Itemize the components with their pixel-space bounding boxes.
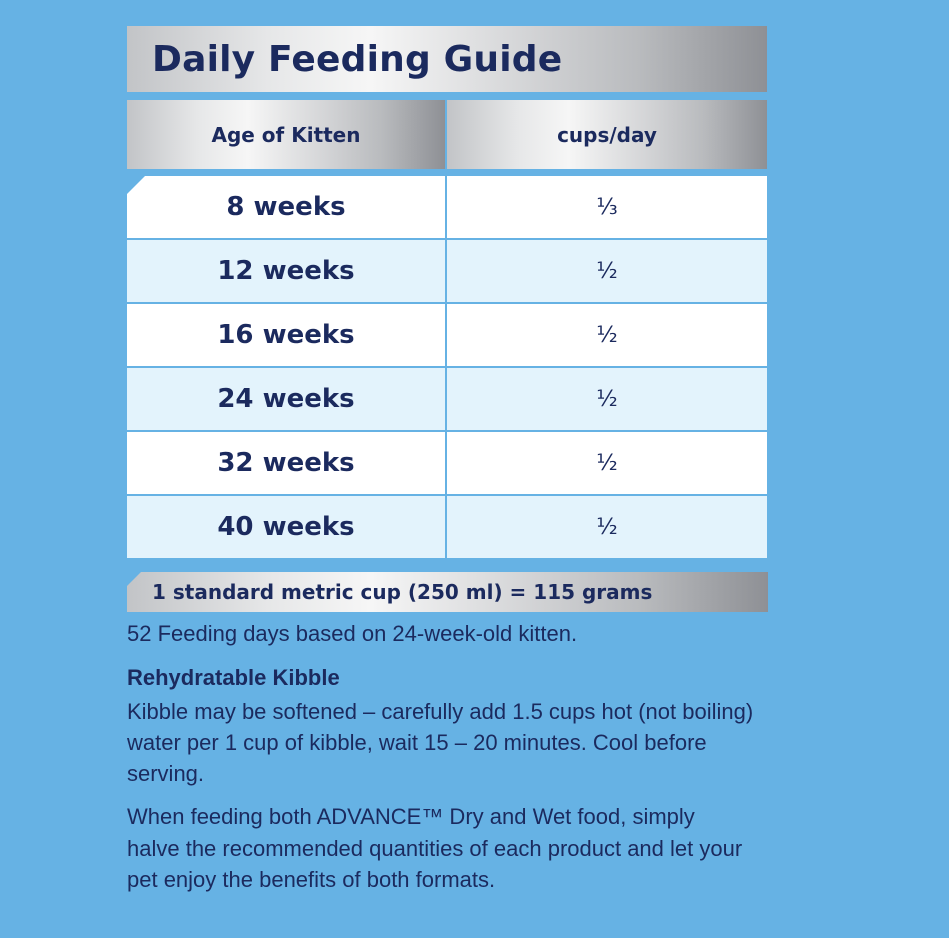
cups-cell: ½	[447, 368, 767, 430]
table-body: 8 weeks ⅓ 12 weeks ½ 16 weeks ½ 24 weeks…	[127, 176, 767, 558]
age-cell: 16 weeks	[127, 304, 445, 366]
age-cell: 40 weeks	[127, 496, 445, 558]
cups-cell: ½	[447, 496, 767, 558]
page-title: Daily Feeding Guide	[152, 38, 563, 80]
title-banner: Daily Feeding Guide	[127, 26, 767, 92]
cups-cell: ½	[447, 240, 767, 302]
cups-cell: ⅓	[447, 176, 767, 238]
feeding-table: Age of Kitten cups/day 8 weeks ⅓ 12 week…	[127, 100, 767, 558]
age-cell: 32 weeks	[127, 432, 445, 494]
age-cell: 24 weeks	[127, 368, 445, 430]
header-cups-per-day: cups/day	[447, 100, 767, 169]
table-row: 12 weeks ½	[127, 240, 767, 302]
cups-cell: ½	[447, 432, 767, 494]
table-row: 24 weeks ½	[127, 368, 767, 430]
feeding-days-note: 52 Feeding days based on 24-week-old kit…	[127, 621, 578, 646]
kibble-instructions: Kibble may be softened – carefully add 1…	[127, 699, 754, 786]
dry-and-wet-note: When feeding both ADVANCE™ Dry and Wet f…	[127, 804, 743, 892]
table-row: 40 weeks ½	[127, 496, 767, 558]
table-header-row: Age of Kitten cups/day	[127, 100, 767, 169]
cup-conversion-note: 1 standard metric cup (250 ml) = 115 gra…	[127, 572, 768, 612]
age-cell: 12 weeks	[127, 240, 445, 302]
table-row: 8 weeks ⅓	[127, 176, 767, 238]
kibble-heading: Rehydratable Kibble	[127, 665, 340, 690]
header-age-of-kitten: Age of Kitten	[127, 100, 445, 169]
age-cell: 8 weeks	[127, 176, 445, 238]
cups-cell: ½	[447, 304, 767, 366]
table-row: 16 weeks ½	[127, 304, 767, 366]
table-row: 32 weeks ½	[127, 432, 767, 494]
